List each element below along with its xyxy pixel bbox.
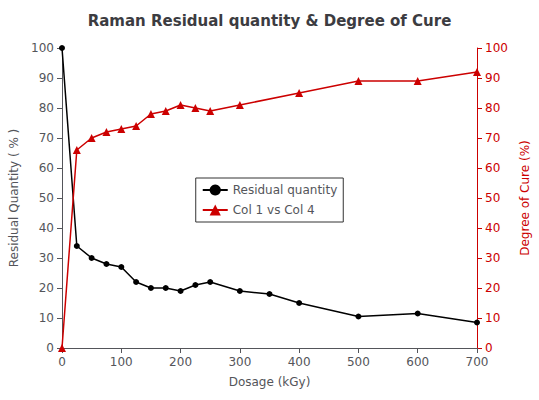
svg-text:60: 60 xyxy=(485,161,500,175)
svg-text:Raman Residual quantity & Degr: Raman Residual quantity & Degree of Cure xyxy=(88,12,452,30)
svg-text:80: 80 xyxy=(39,101,54,115)
svg-text:500: 500 xyxy=(347,355,370,369)
svg-text:0: 0 xyxy=(485,341,493,355)
svg-text:40: 40 xyxy=(485,221,500,235)
svg-text:20: 20 xyxy=(485,281,500,295)
svg-text:30: 30 xyxy=(485,251,500,265)
svg-text:90: 90 xyxy=(39,71,54,85)
svg-text:90: 90 xyxy=(485,71,500,85)
svg-text:40: 40 xyxy=(39,221,54,235)
svg-text:60: 60 xyxy=(39,161,54,175)
svg-text:70: 70 xyxy=(485,131,500,145)
svg-text:0: 0 xyxy=(58,355,66,369)
svg-text:600: 600 xyxy=(406,355,429,369)
svg-text:Degree of Cure (%): Degree of Cure (%) xyxy=(518,140,532,256)
svg-text:20: 20 xyxy=(39,281,54,295)
svg-text:10: 10 xyxy=(39,311,54,325)
svg-text:100: 100 xyxy=(31,41,54,55)
svg-text:50: 50 xyxy=(39,191,54,205)
svg-text:Residual Quantity ( % ): Residual Quantity ( % ) xyxy=(7,129,21,268)
svg-text:30: 30 xyxy=(39,251,54,265)
svg-text:10: 10 xyxy=(485,311,500,325)
svg-text:100: 100 xyxy=(110,355,133,369)
svg-text:300: 300 xyxy=(228,355,251,369)
svg-text:70: 70 xyxy=(39,131,54,145)
svg-text:Col 1 vs Col 4: Col 1 vs Col 4 xyxy=(233,203,315,217)
svg-text:Dosage (kGy): Dosage (kGy) xyxy=(229,375,311,389)
svg-text:100: 100 xyxy=(485,41,508,55)
svg-text:400: 400 xyxy=(288,355,311,369)
svg-text:700: 700 xyxy=(466,355,489,369)
svg-text:Residual quantity: Residual quantity xyxy=(233,183,338,197)
svg-text:50: 50 xyxy=(485,191,500,205)
svg-text:80: 80 xyxy=(485,101,500,115)
svg-text:0: 0 xyxy=(46,341,54,355)
svg-text:200: 200 xyxy=(169,355,192,369)
